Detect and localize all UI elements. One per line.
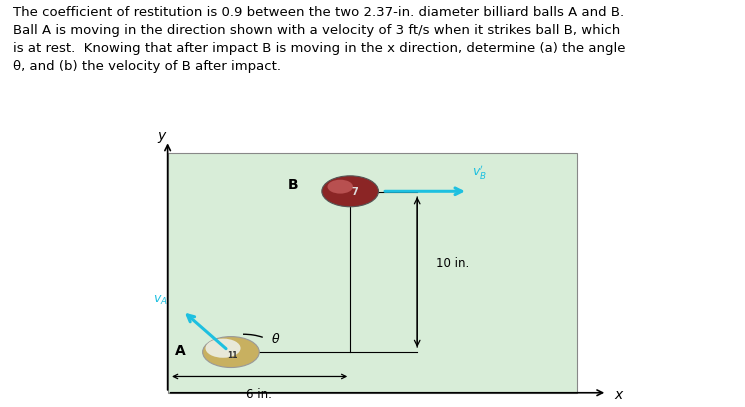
Text: y: y	[157, 129, 166, 143]
Text: 11: 11	[227, 351, 238, 361]
Text: 6 in.: 6 in.	[246, 388, 272, 401]
Text: The coefficient of restitution is 0.9 between the two 2.37-in. diameter billiard: The coefficient of restitution is 0.9 be…	[13, 6, 626, 73]
Text: B: B	[288, 178, 299, 192]
Text: $\theta$: $\theta$	[271, 332, 281, 346]
Bar	[168, 153, 577, 393]
Text: 7: 7	[351, 187, 358, 197]
Text: A: A	[174, 344, 186, 357]
Circle shape	[203, 337, 259, 368]
Text: x: x	[615, 388, 623, 402]
Circle shape	[322, 176, 378, 207]
Text: $v_B'$: $v_B'$	[472, 163, 486, 181]
Text: $v_A$: $v_A$	[153, 293, 168, 307]
Circle shape	[328, 180, 353, 194]
Text: 10 in.: 10 in.	[436, 257, 469, 270]
Circle shape	[206, 339, 241, 358]
